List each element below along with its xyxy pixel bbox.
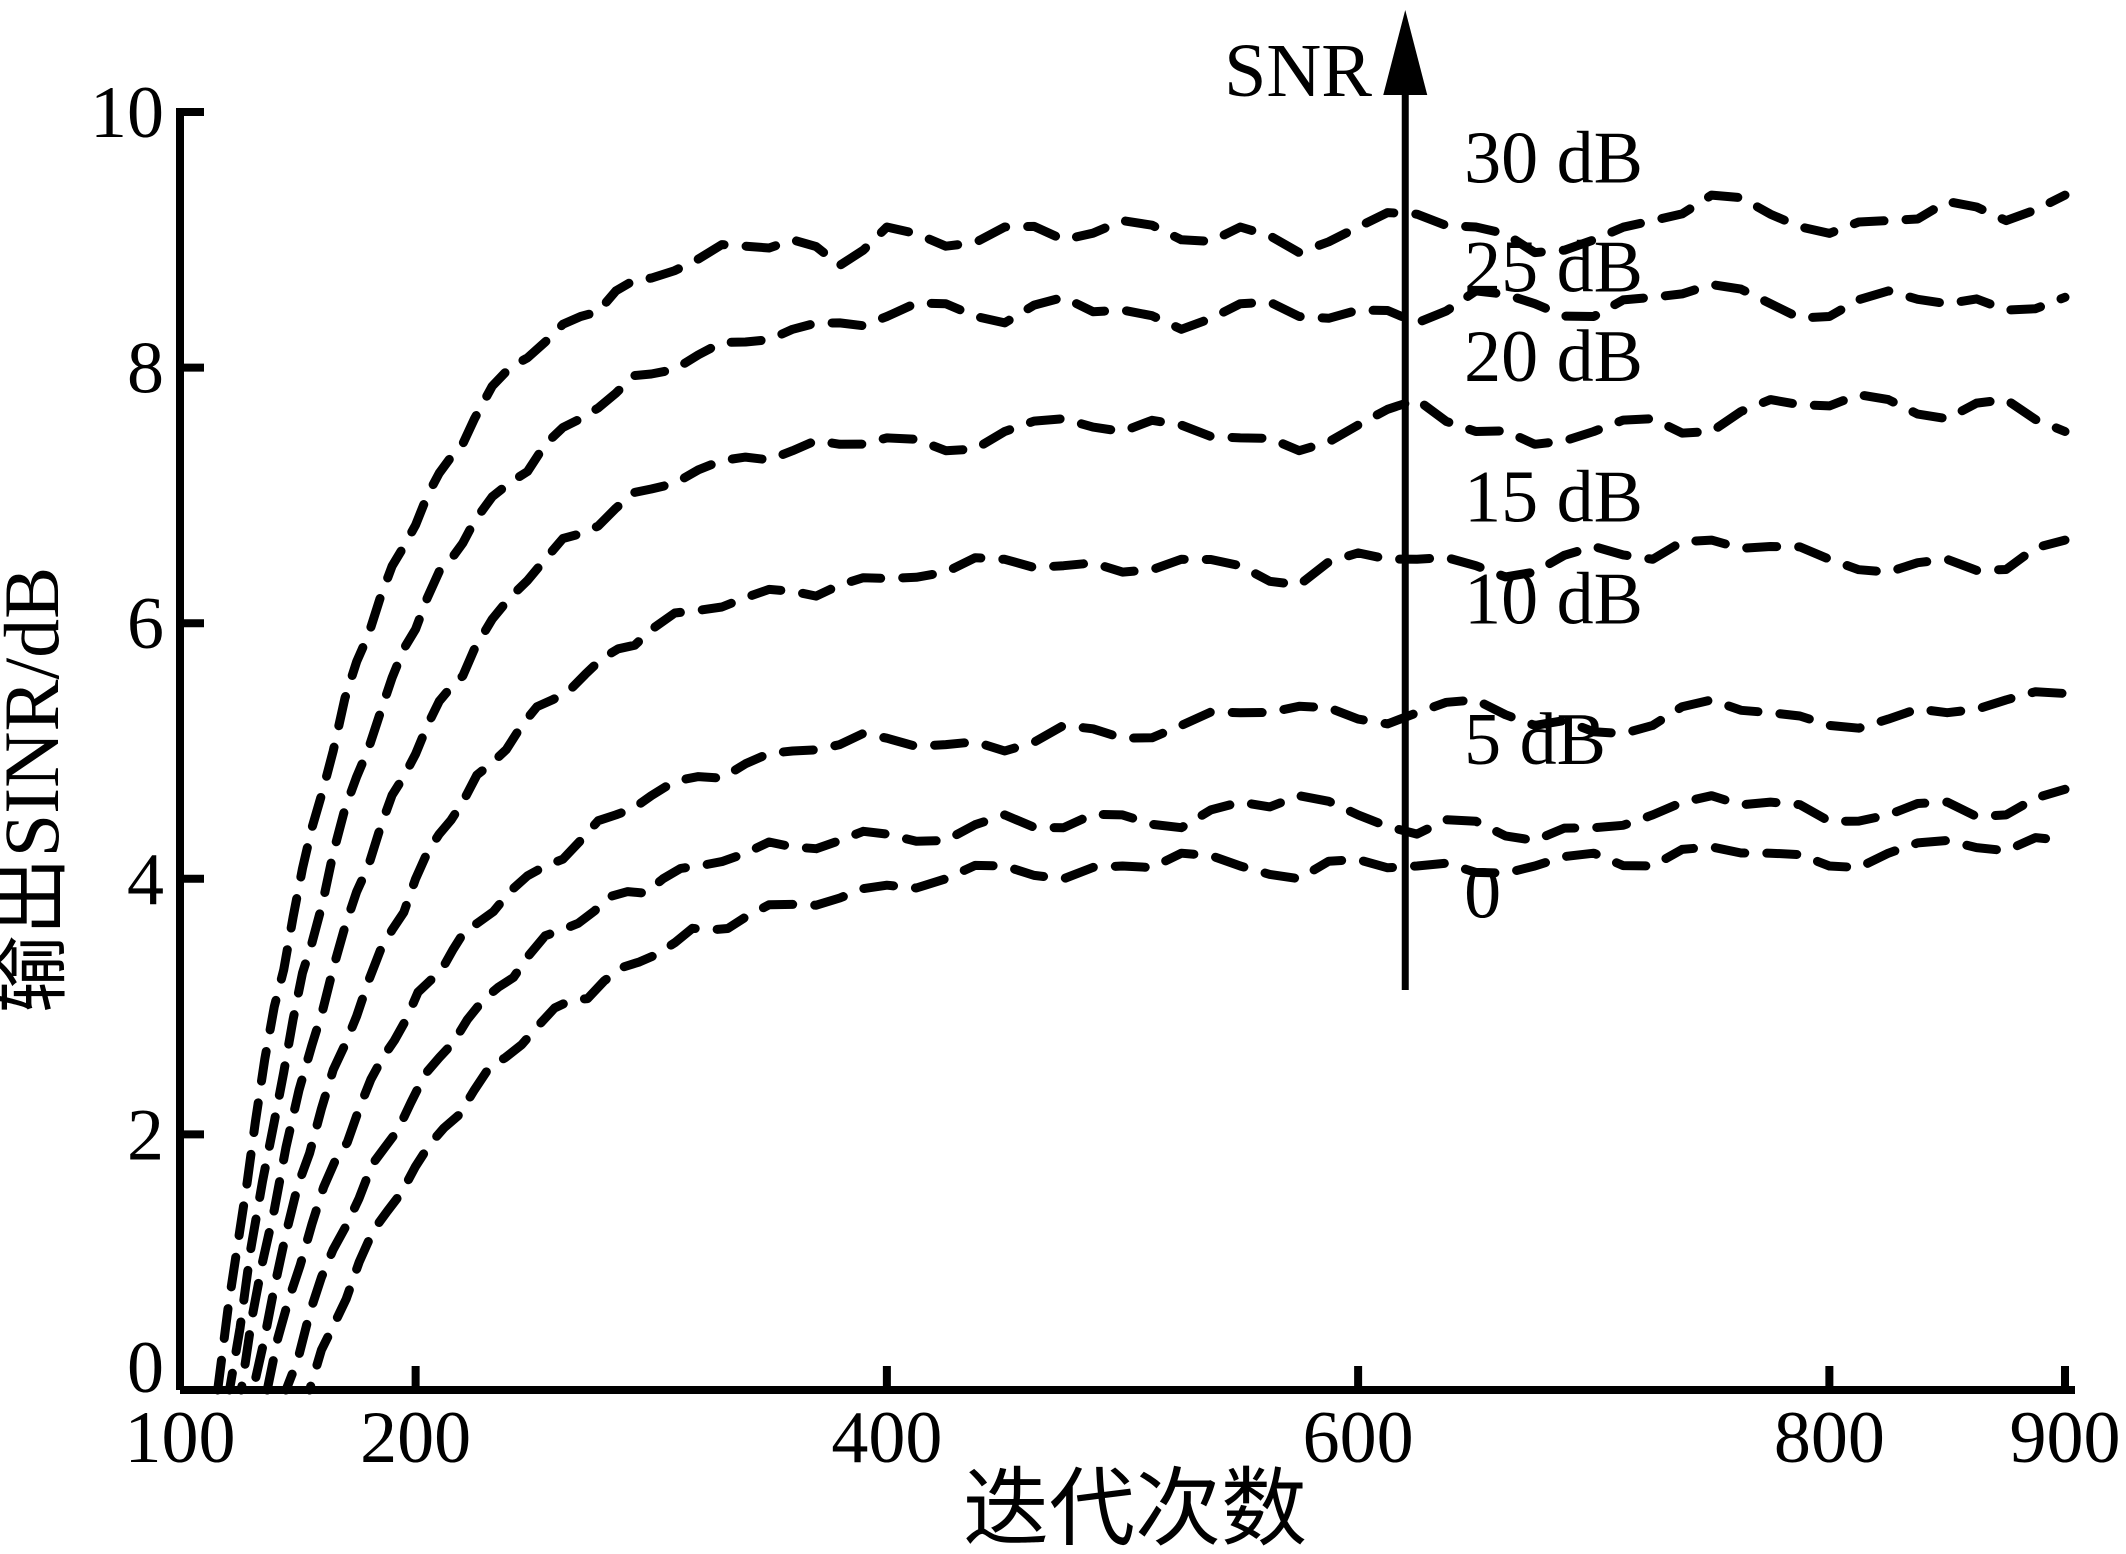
curve-snr-25-db <box>225 280 2070 1395</box>
snr-arrow-label: SNR <box>1224 29 1372 113</box>
y-tick-label: 0 <box>127 1327 164 1409</box>
snr-level-label: 10 dB <box>1464 559 1643 641</box>
curve-snr-15-db <box>248 535 2070 1395</box>
curve-snr-0-db <box>305 833 2070 1395</box>
snr-level-label: 0 <box>1464 853 1501 935</box>
snr-level-label: 30 dB <box>1464 118 1643 200</box>
curve-snr-5-db <box>281 784 2070 1395</box>
y-axis-title: 输出SINR/dB <box>0 567 75 1013</box>
y-tick-label: 4 <box>127 839 164 921</box>
curve-snr-30-db <box>213 190 2070 1395</box>
y-tick-label: 6 <box>127 583 164 665</box>
x-axis-title: 迭代次数 <box>963 1461 1307 1554</box>
curve-snr-10-db <box>262 687 2070 1395</box>
snr-level-label: 20 dB <box>1464 316 1643 398</box>
x-tick-label: 100 <box>125 1397 236 1479</box>
y-tick-label: 10 <box>90 72 164 154</box>
x-tick-label: 900 <box>2010 1397 2121 1479</box>
x-tick-label: 400 <box>831 1397 942 1479</box>
curve-snr-20-db <box>236 390 2070 1395</box>
x-tick-label: 200 <box>360 1397 471 1479</box>
snr-level-label: 5 dB <box>1464 699 1606 781</box>
x-tick-label: 800 <box>1774 1397 1885 1479</box>
y-tick-label: 2 <box>127 1094 164 1176</box>
x-tick-label: 600 <box>1303 1397 1414 1479</box>
y-tick-label: 8 <box>127 328 164 410</box>
snr-level-label: 15 dB <box>1464 456 1643 538</box>
snr-arrow-head <box>1383 10 1428 95</box>
